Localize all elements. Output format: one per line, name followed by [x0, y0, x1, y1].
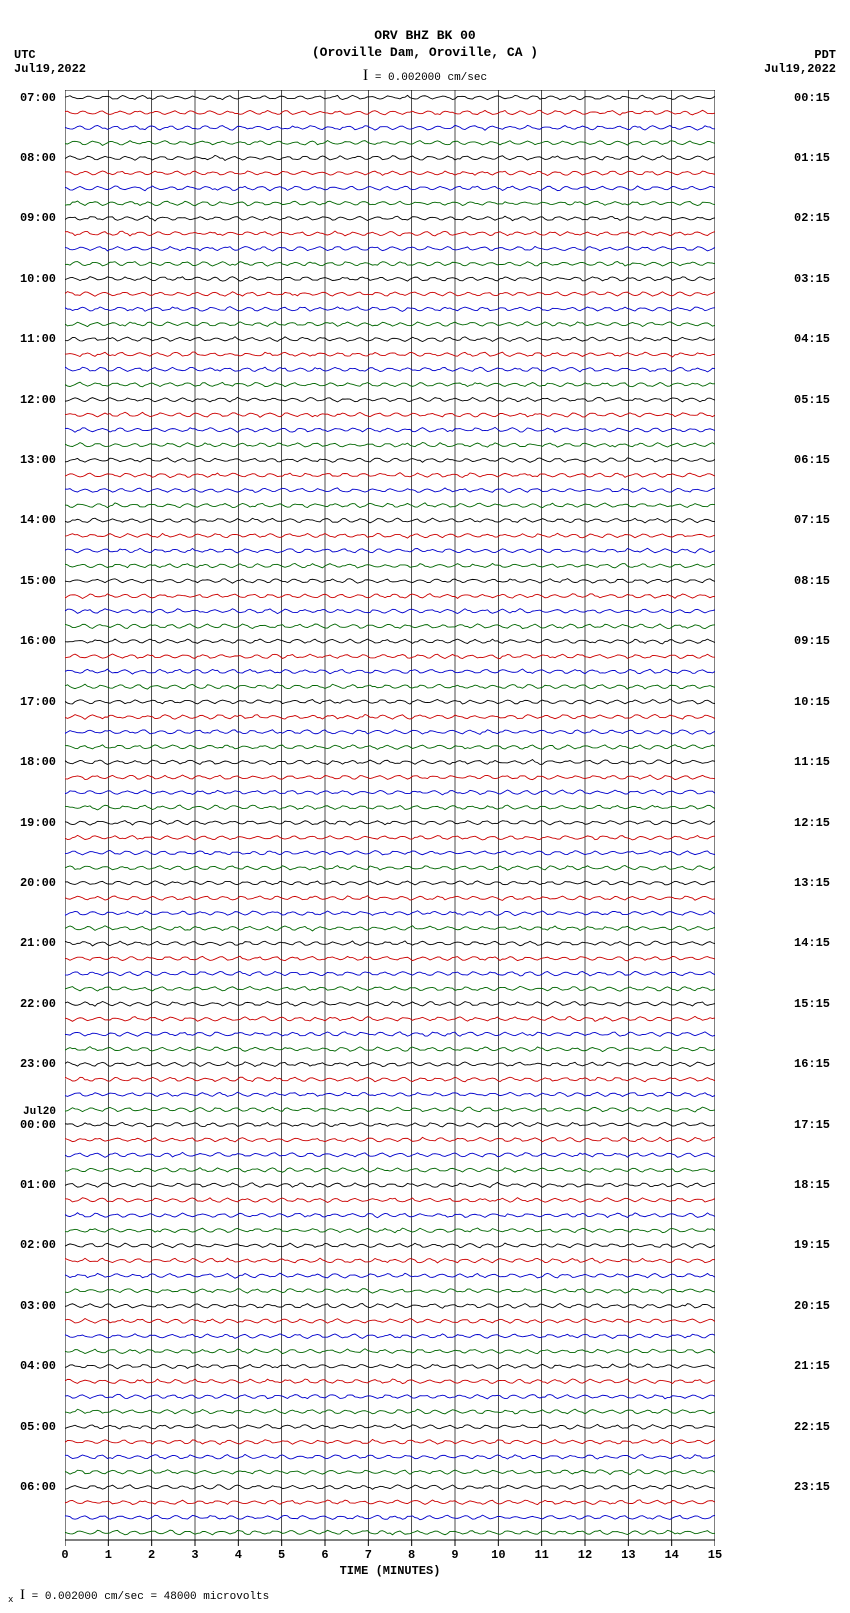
footer-scale: x I = 0.002000 cm/sec = 48000 microvolts	[8, 1587, 269, 1605]
x-tick-label: 5	[278, 1548, 285, 1562]
pdt-hour-label: 10:15	[794, 695, 830, 709]
utc-hour-label: 08:00	[20, 151, 56, 165]
pdt-hour-label: 23:15	[794, 1480, 830, 1494]
x-tick-label: 11	[534, 1548, 548, 1562]
pdt-hour-label: 16:15	[794, 1057, 830, 1071]
utc-hour-label: 15:00	[20, 574, 56, 588]
pdt-hour-labels: 00:15 01:15 02:15 03:15 04:15 05:15 06:15 07:15…	[790, 90, 850, 1540]
utc-hour-label: 17:00	[20, 695, 56, 709]
utc-hour-label: 03:00	[20, 1299, 56, 1313]
tz-right-date: Jul19,2022	[764, 62, 836, 76]
pdt-hour-label: 07:15	[794, 513, 830, 527]
x-tick-label: 13	[621, 1548, 635, 1562]
pdt-hour-label: 03:15	[794, 272, 830, 286]
pdt-hour-label: 09:15	[794, 634, 830, 648]
utc-hour-label: 16:00	[20, 634, 56, 648]
scale-indicator: I = 0.002000 cm/sec	[0, 66, 850, 87]
pdt-hour-label: 15:15	[794, 997, 830, 1011]
x-tick-label: 3	[191, 1548, 198, 1562]
tz-left-label: UTC	[14, 48, 86, 62]
pdt-hour-label: 01:15	[794, 151, 830, 165]
utc-hour-label: 14:00	[20, 513, 56, 527]
x-tick-label: 9	[451, 1548, 458, 1562]
pdt-hour-label: 08:15	[794, 574, 830, 588]
pdt-hour-label: 06:15	[794, 453, 830, 467]
x-tick-label: 2	[148, 1548, 155, 1562]
station-id: ORV BHZ BK 00	[0, 28, 850, 45]
pdt-hour-label: 04:15	[794, 332, 830, 346]
utc-hour-label: 09:00	[20, 211, 56, 225]
utc-day-label: Jul20	[23, 1106, 56, 1118]
pdt-hour-label: 14:15	[794, 936, 830, 950]
x-tick-label: 8	[408, 1548, 415, 1562]
tz-left-date: Jul19,2022	[14, 62, 86, 76]
utc-hour-label: 22:00	[20, 997, 56, 1011]
x-tick-label: 12	[578, 1548, 592, 1562]
utc-hour-label: 11:00	[20, 332, 56, 346]
pdt-hour-label: 13:15	[794, 876, 830, 890]
seismogram-plot	[65, 90, 715, 1540]
pdt-hour-label: 17:15	[794, 1118, 830, 1132]
station-location: (Oroville Dam, Oroville, CA )	[0, 45, 850, 62]
tz-right-label: PDT	[764, 48, 836, 62]
tz-right-block: PDT Jul19,2022	[764, 48, 836, 76]
tz-left-block: UTC Jul19,2022	[14, 48, 86, 76]
seismogram-svg	[65, 90, 715, 1548]
x-tick-label: 15	[708, 1548, 722, 1562]
plot-header: ORV BHZ BK 00 (Oroville Dam, Oroville, C…	[0, 0, 850, 87]
x-tick-label: 10	[491, 1548, 505, 1562]
x-tick-label: 0	[61, 1548, 68, 1562]
utc-hour-label: 00:00	[20, 1118, 56, 1132]
pdt-hour-label: 12:15	[794, 816, 830, 830]
pdt-hour-label: 20:15	[794, 1299, 830, 1313]
utc-hour-label: 12:00	[20, 393, 56, 407]
footer-text: = 0.002000 cm/sec = 48000 microvolts	[32, 1591, 270, 1603]
utc-hour-label: 02:00	[20, 1238, 56, 1252]
utc-hour-label: 21:00	[20, 936, 56, 950]
x-tick-label: 1	[105, 1548, 112, 1562]
pdt-hour-label: 05:15	[794, 393, 830, 407]
utc-hour-label: 01:00	[20, 1178, 56, 1192]
utc-hour-label: 19:00	[20, 816, 56, 830]
scale-text: = 0.002000 cm/sec	[375, 72, 487, 84]
seismogram-container: UTC Jul19,2022 PDT Jul19,2022 ORV BHZ BK…	[0, 0, 850, 1613]
utc-hour-label: 20:00	[20, 876, 56, 890]
x-tick-label: 7	[365, 1548, 372, 1562]
pdt-hour-label: 22:15	[794, 1420, 830, 1434]
pdt-hour-label: 19:15	[794, 1238, 830, 1252]
utc-hour-label: 05:00	[20, 1420, 56, 1434]
x-tick-label: 6	[321, 1548, 328, 1562]
utc-hour-label: 07:00	[20, 91, 56, 105]
utc-hour-label: 13:00	[20, 453, 56, 467]
pdt-hour-label: 18:15	[794, 1178, 830, 1192]
x-tick-label: 14	[664, 1548, 678, 1562]
utc-hour-label: 23:00	[20, 1057, 56, 1071]
pdt-hour-label: 00:15	[794, 91, 830, 105]
pdt-hour-label: 21:15	[794, 1359, 830, 1373]
pdt-hour-label: 02:15	[794, 211, 830, 225]
utc-hour-label: 10:00	[20, 272, 56, 286]
x-tick-label: 4	[235, 1548, 242, 1562]
utc-hour-label: 04:00	[20, 1359, 56, 1373]
utc-hour-label: 18:00	[20, 755, 56, 769]
x-axis-label: TIME (MINUTES)	[65, 1564, 715, 1578]
utc-hour-labels: 07:00 08:00 09:00 10:00 11:00 12:00 13:00 14:00…	[0, 90, 60, 1540]
pdt-hour-label: 11:15	[794, 755, 830, 769]
utc-hour-label: 06:00	[20, 1480, 56, 1494]
